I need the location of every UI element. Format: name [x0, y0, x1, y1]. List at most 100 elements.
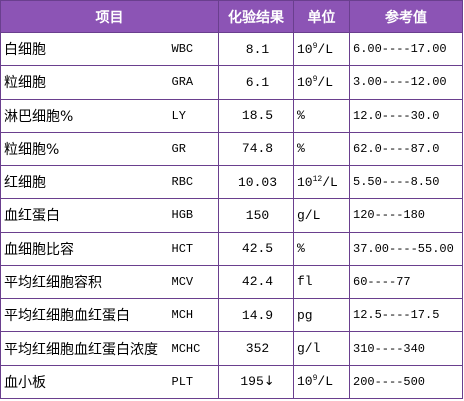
unit-cell: g/l: [293, 331, 350, 366]
result-cell: 6.1: [218, 65, 294, 100]
table-row: 血细胞比容 HCT 42.5% 37.00----55.00: [0, 231, 463, 266]
item-name: 淋巴细胞%: [0, 98, 169, 133]
reference-range: 200----500: [349, 364, 463, 400]
result-cell: 42.4: [218, 264, 294, 300]
unit-cell: %: [293, 131, 350, 167]
header-result: 化验结果: [218, 0, 294, 33]
result-value: 352: [245, 341, 270, 357]
result-value: 42.5: [241, 241, 274, 257]
table-row: 平均红细胞血红蛋白浓度 MCHC 352 g/l 310----340: [0, 331, 463, 366]
item-code: MCHC: [168, 331, 219, 366]
low-flag-icon: ↓: [263, 374, 275, 390]
table-row: 平均红细胞血红蛋白 MCH 14.9 pg 12.5----17.5: [0, 298, 463, 333]
item-code: WBC: [168, 31, 219, 67]
header-item: 项目: [0, 0, 219, 33]
item-name: 粒细胞%: [0, 131, 169, 167]
result-value: 42.4: [241, 274, 274, 290]
item-name: 白细胞: [0, 31, 169, 67]
table-row: 粒细胞 GRA 6.1 109/L 3.00----12.00: [0, 65, 463, 100]
unit-base: 10: [297, 174, 313, 190]
item-name: 血小板: [0, 364, 169, 400]
unit-base: g/l: [297, 341, 321, 357]
result-cell: 74.8: [218, 131, 294, 167]
unit-cell: pg: [293, 298, 350, 333]
result-value: 18.5: [241, 108, 274, 124]
unit-exponent: 9: [312, 74, 318, 84]
reference-range: 12.5----17.5: [349, 298, 463, 333]
unit-base: fl: [297, 274, 313, 290]
unit-cell: 1012/L: [293, 165, 350, 200]
item-code: PLT: [168, 364, 219, 400]
unit-base: pg: [297, 307, 313, 323]
reference-range: 5.50----8.50: [349, 165, 463, 200]
result-value: 74.8: [241, 141, 274, 157]
result-cell: 10.03: [218, 165, 294, 200]
item-name: 红细胞: [0, 165, 169, 200]
item-code: RBC: [168, 165, 219, 200]
unit-exponent: 9: [312, 374, 318, 384]
unit-cell: 109/L: [293, 364, 350, 400]
reference-range: 62.0----87.0: [349, 131, 463, 167]
reference-range: 37.00----55.00: [349, 231, 463, 266]
reference-range: 310----340: [349, 331, 463, 366]
item-name: 血细胞比容: [0, 231, 169, 266]
unit-base: g/L: [297, 207, 321, 223]
table-row: 白细胞 WBC 8.1 109/L 6.00----17.00: [0, 31, 463, 67]
header-unit: 单位: [293, 0, 350, 33]
result-cell: 42.5: [218, 231, 294, 266]
result-cell: 14.9: [218, 298, 294, 333]
reference-range: 3.00----12.00: [349, 65, 463, 100]
table-body: 白细胞 WBC 8.1 109/L 6.00----17.00 粒细胞 GRA 6.1 109/…: [0, 31, 463, 400]
table-row: 血小板 PLT 195↓ 109/L 200----500: [0, 364, 463, 400]
unit-suffix: /L: [322, 174, 338, 190]
unit-suffix: /L: [317, 374, 334, 390]
table-row: 淋巴细胞% LY 18.5% 12.0----30.0: [0, 98, 463, 133]
unit-base: 10: [297, 74, 313, 90]
unit-base: %: [297, 141, 305, 157]
result-cell: 352: [218, 331, 294, 366]
unit-cell: %: [293, 231, 350, 266]
item-name: 平均红细胞容积: [0, 264, 169, 300]
table-row: 平均红细胞容积 MCV 42.4 fl 60----77: [0, 264, 463, 300]
unit-base: %: [297, 241, 305, 257]
table-header-row: 项目 化验结果 单位 参考值: [0, 0, 463, 33]
result-value: 150: [245, 207, 270, 223]
item-code: GR: [168, 131, 219, 167]
table-row: 粒细胞% GR 74.8% 62.0----87.0: [0, 131, 463, 167]
result-cell: 150: [218, 198, 294, 233]
unit-suffix: /L: [317, 74, 334, 90]
result-value: 8.1: [245, 41, 270, 57]
unit-exponent: 12: [312, 174, 323, 184]
unit-base: 10: [297, 41, 313, 57]
unit-cell: 109/L: [293, 65, 350, 100]
reference-range: 60----77: [349, 264, 463, 300]
unit-base: %: [297, 108, 305, 124]
unit-base: 10: [297, 374, 313, 390]
unit-exponent: 9: [312, 41, 318, 51]
item-code: MCV: [168, 264, 219, 300]
reference-range: 12.0----30.0: [349, 98, 463, 133]
item-code: LY: [168, 98, 219, 133]
unit-cell: fl: [293, 264, 350, 300]
unit-cell: g/L: [293, 198, 350, 233]
item-name: 血红蛋白: [0, 198, 169, 233]
item-name: 平均红细胞血红蛋白浓度: [0, 331, 169, 366]
result-cell: 8.1: [218, 31, 294, 67]
result-cell: 195↓: [218, 364, 294, 400]
unit-suffix: /L: [317, 41, 334, 57]
unit-cell: %: [293, 98, 350, 133]
item-code: HGB: [168, 198, 219, 233]
item-name: 平均红细胞血红蛋白: [0, 298, 169, 333]
table-row: 红细胞 RBC 10.03 1012/L 5.50----8.50: [0, 165, 463, 200]
item-code: GRA: [168, 65, 219, 100]
item-code: MCH: [168, 298, 219, 333]
unit-cell: 109/L: [293, 31, 350, 67]
reference-range: 6.00----17.00: [349, 31, 463, 67]
result-value: 10.03: [237, 174, 277, 190]
result-value: 6.1: [245, 74, 270, 90]
item-code: HCT: [168, 231, 219, 266]
table-row: 血红蛋白 HGB 150 g/L 120----180: [0, 198, 463, 233]
result-value: 14.9: [241, 307, 274, 323]
result-value: 195: [240, 374, 264, 390]
